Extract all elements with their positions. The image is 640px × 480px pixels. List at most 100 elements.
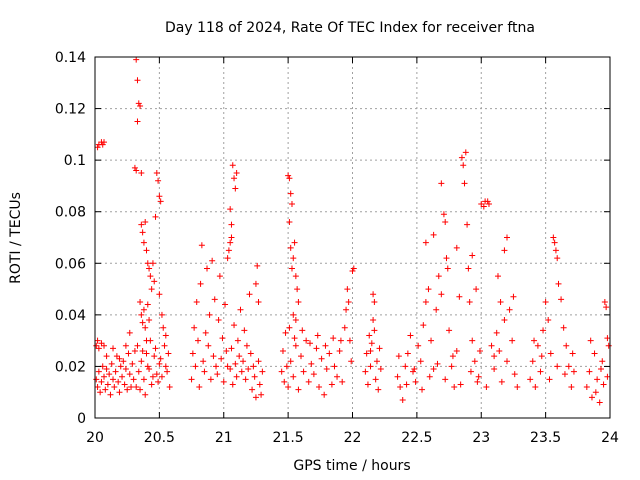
data-point — [473, 286, 480, 293]
data-point — [376, 345, 383, 352]
data-point — [285, 172, 292, 179]
data-point — [294, 286, 301, 293]
data-point — [498, 378, 505, 385]
data-point — [146, 265, 153, 272]
data-point — [290, 373, 297, 380]
data-point — [286, 219, 293, 226]
data-point — [228, 345, 235, 352]
data-point — [493, 329, 500, 336]
data-point — [139, 229, 146, 236]
data-point — [509, 337, 516, 344]
data-point — [430, 366, 437, 373]
data-point — [112, 368, 119, 375]
data-point — [444, 265, 451, 272]
data-point — [126, 329, 133, 336]
data-point — [394, 373, 401, 380]
data-point — [206, 311, 213, 318]
data-point — [417, 358, 424, 365]
data-point — [138, 358, 145, 365]
data-point — [286, 175, 293, 182]
data-point — [597, 366, 604, 373]
x-tick-label: 20 — [86, 430, 104, 446]
x-tick-label: 21 — [215, 430, 233, 446]
data-point — [256, 381, 263, 388]
data-point — [98, 378, 105, 385]
data-point — [258, 391, 265, 398]
data-point — [337, 337, 344, 344]
data-point — [240, 358, 247, 365]
y-tick-label: 0.1 — [64, 153, 86, 169]
data-point — [501, 247, 508, 254]
data-point — [286, 324, 293, 331]
data-point — [303, 337, 310, 344]
data-point — [415, 342, 422, 349]
data-point — [229, 162, 236, 169]
data-point — [586, 368, 593, 375]
y-tick-labels: 0 0.02 0.04 0.06 0.08 0.1 0.12 0.14 — [55, 50, 86, 427]
data-point — [134, 342, 141, 349]
y-tick-label: 0.04 — [55, 308, 86, 324]
data-point — [453, 244, 460, 251]
data-point — [410, 368, 417, 375]
data-point — [322, 342, 329, 349]
data-point — [157, 198, 164, 205]
data-point — [550, 234, 557, 241]
data-point — [133, 56, 140, 63]
data-point — [343, 306, 350, 313]
data-point — [435, 273, 442, 280]
data-point — [166, 384, 173, 391]
data-point — [247, 350, 254, 357]
data-point — [228, 234, 235, 241]
data-point — [220, 378, 227, 385]
data-point — [252, 394, 259, 401]
data-point — [399, 396, 406, 403]
data-point — [213, 363, 220, 370]
data-point — [334, 373, 341, 380]
data-point — [592, 389, 599, 396]
data-point — [122, 342, 129, 349]
data-point — [251, 373, 258, 380]
x-tick-labels: 20 20.5 21 21.5 22 22.5 23 23.5 24 — [86, 430, 619, 446]
data-point — [300, 368, 307, 375]
data-point — [162, 332, 169, 339]
data-point — [457, 381, 464, 388]
data-point — [138, 221, 145, 228]
data-point — [135, 368, 142, 375]
data-point — [156, 360, 163, 367]
x-tick-label: 22 — [344, 430, 362, 446]
data-point — [148, 381, 155, 388]
data-point — [131, 164, 138, 171]
data-point — [397, 384, 404, 391]
grid — [95, 57, 610, 418]
data-point — [120, 358, 127, 365]
data-point — [510, 293, 517, 300]
data-point — [237, 306, 244, 313]
data-point — [189, 350, 196, 357]
data-point — [137, 298, 144, 305]
data-point — [411, 366, 418, 373]
data-point — [501, 317, 508, 324]
data-point — [506, 306, 513, 313]
data-point — [210, 353, 217, 360]
data-point — [299, 327, 306, 334]
data-point — [599, 358, 606, 365]
data-point — [587, 337, 594, 344]
data-point — [491, 353, 498, 360]
data-point — [448, 363, 455, 370]
data-point — [292, 317, 299, 324]
data-point — [227, 366, 234, 373]
data-point — [198, 242, 205, 249]
data-point — [346, 337, 353, 344]
data-point — [537, 368, 544, 375]
data-point — [364, 381, 371, 388]
data-point — [161, 342, 168, 349]
data-point — [377, 366, 384, 373]
data-point — [128, 384, 135, 391]
data-point — [219, 335, 226, 342]
data-point — [540, 327, 547, 334]
data-point — [546, 376, 553, 383]
data-point — [467, 368, 474, 375]
data-point — [126, 371, 133, 378]
data-point — [243, 342, 250, 349]
data-point — [469, 252, 476, 259]
